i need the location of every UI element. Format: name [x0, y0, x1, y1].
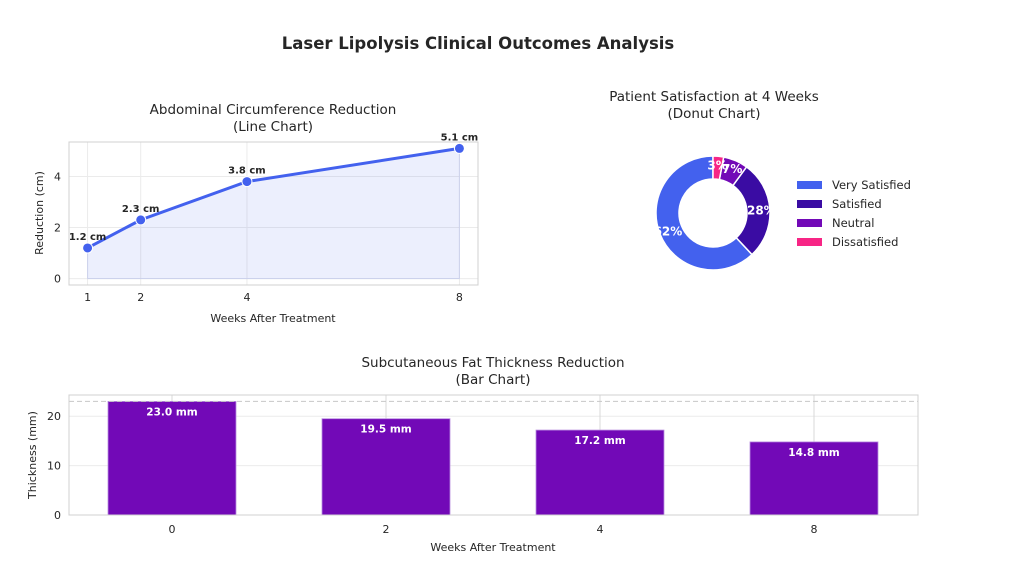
bar	[321, 418, 451, 516]
bar-xlabel: Weeks After Treatment	[430, 541, 556, 554]
bar-ylabel: Thickness (mm)	[26, 411, 39, 500]
bar-axes-frame	[68, 394, 919, 516]
donut-subtitle: (Donut Chart)	[668, 106, 761, 122]
donut-chart: Patient Satisfaction at 4 Weeks (Donut C…	[609, 89, 911, 271]
bar-xtick-label: 2	[383, 523, 390, 536]
bar-xtick-label: 0	[169, 523, 176, 536]
line-data-point	[453, 142, 465, 154]
legend-swatch-neutral	[797, 219, 822, 227]
donut-legend: Very Satisfied Satisfied Neutral Dissatisfi…	[797, 178, 911, 249]
bar-chart-title: Subcutaneous Fat Thickness Reduction	[361, 355, 624, 371]
bar	[749, 441, 879, 516]
figure-title: Laser Lipolysis Clinical Outcomes Analys…	[282, 34, 675, 53]
bar-value-label: 19.5 mm	[360, 424, 412, 436]
line-xtick-label: 2	[137, 291, 144, 304]
bar-ytick-label: 10	[47, 460, 61, 473]
bar	[535, 429, 665, 516]
line-ylabel: Reduction (cm)	[33, 171, 46, 255]
line-data-point	[241, 176, 253, 188]
bar-value-label: 17.2 mm	[574, 435, 626, 447]
legend-swatch-satisfied	[797, 200, 822, 208]
donut-pct-label: 28%	[747, 203, 776, 217]
line-data-point	[135, 214, 147, 226]
line-data-point	[82, 242, 94, 254]
line-axes-frame	[68, 141, 479, 286]
legend-label: Dissatisfied	[832, 235, 898, 249]
donut-pct-label: 62%	[654, 224, 683, 238]
line-ytick-label: 0	[54, 273, 61, 286]
donut-pct-label: 3%	[707, 158, 727, 172]
legend-swatch-dissatisfied	[797, 238, 822, 246]
bar	[107, 401, 237, 516]
donut-slice-very-satisfied	[655, 155, 754, 271]
line-xtick-label: 8	[456, 291, 463, 304]
bar-xtick-label: 8	[811, 523, 818, 536]
line-ytick-label: 2	[54, 222, 61, 235]
bar-value-label: 14.8 mm	[788, 447, 840, 459]
bar-ytick-label: 20	[47, 410, 61, 423]
line-xtick-label: 1	[84, 291, 91, 304]
line-xlabel: Weeks After Treatment	[210, 312, 336, 325]
donut-slice-dissatisfied	[712, 155, 725, 181]
donut-title: Patient Satisfaction at 4 Weeks	[609, 89, 819, 105]
line-chart: Abdominal Circumference Reduction (Line …	[33, 102, 479, 325]
line-data-label: 3.8 cm	[228, 166, 266, 177]
bar-chart: Subcutaneous Fat Thickness Reduction (Ba…	[26, 355, 919, 554]
bar-value-label: 23.0 mm	[146, 406, 198, 418]
bar-xtick-label: 4	[597, 523, 604, 536]
line-data-label: 5.1 cm	[441, 132, 479, 143]
line-ytick-label: 4	[54, 170, 61, 183]
line-data-label: 2.3 cm	[122, 204, 160, 215]
bar-ytick-label: 0	[54, 509, 61, 522]
bar-chart-subtitle: (Bar Chart)	[455, 372, 530, 388]
legend-label: Neutral	[832, 216, 874, 230]
line-chart-subtitle: (Line Chart)	[233, 119, 313, 135]
legend-swatch-very-satisfied	[797, 181, 822, 189]
legend-label: Satisfied	[832, 197, 882, 211]
line-series	[86, 146, 460, 250]
line-chart-title: Abdominal Circumference Reduction	[150, 102, 397, 118]
donut-pct-label: 7%	[722, 162, 742, 176]
legend-label: Very Satisfied	[832, 178, 911, 192]
line-xtick-label: 4	[243, 291, 250, 304]
line-data-label: 1.2 cm	[69, 232, 107, 243]
